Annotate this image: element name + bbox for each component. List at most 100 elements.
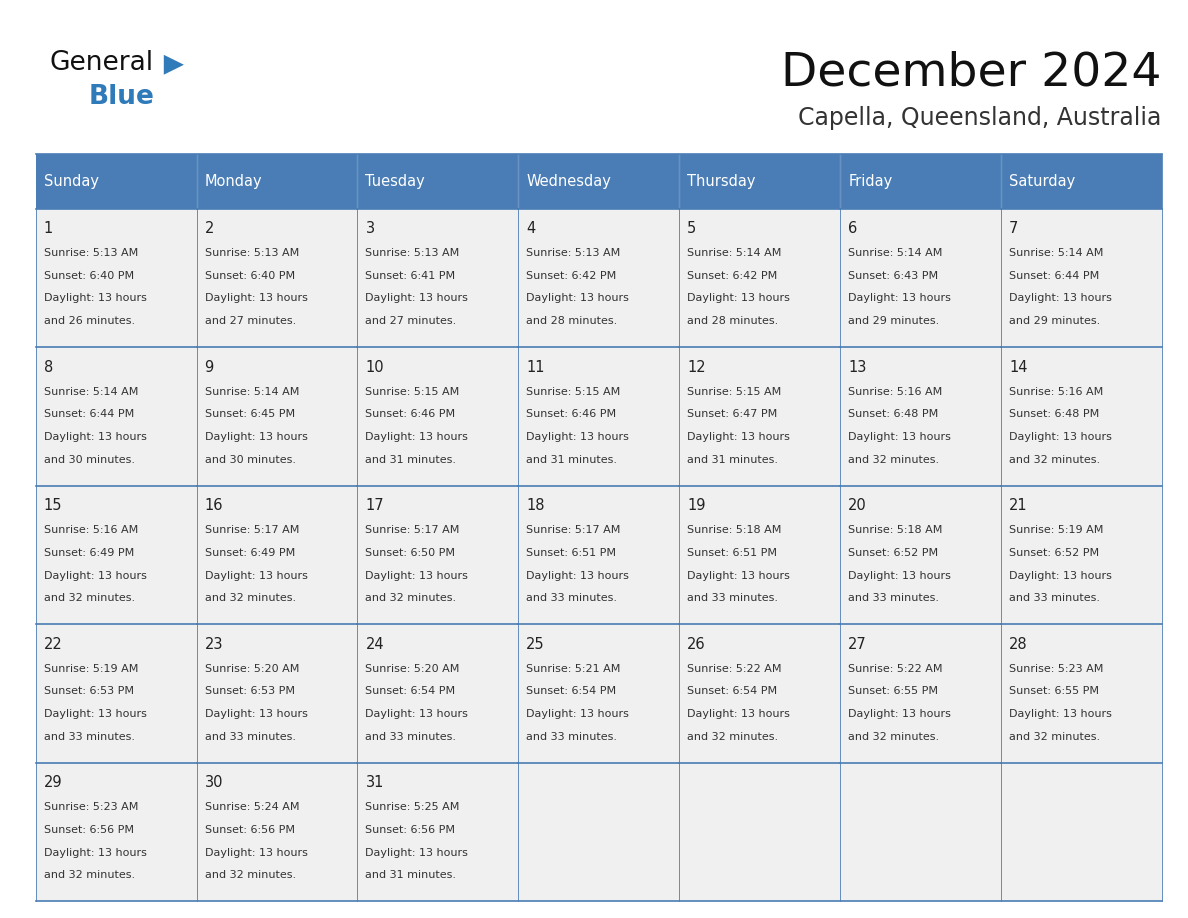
Text: 5: 5 <box>687 221 696 236</box>
Text: Tuesday: Tuesday <box>366 174 425 189</box>
Text: Sunrise: 5:22 AM: Sunrise: 5:22 AM <box>848 664 942 674</box>
Bar <box>196 208 358 347</box>
Text: Sunset: 6:40 PM: Sunset: 6:40 PM <box>204 271 295 281</box>
Text: 1: 1 <box>44 221 53 236</box>
Text: 8: 8 <box>44 360 53 375</box>
Text: Sunset: 6:46 PM: Sunset: 6:46 PM <box>366 409 455 420</box>
Text: Sunset: 6:42 PM: Sunset: 6:42 PM <box>687 271 777 281</box>
Text: 2: 2 <box>204 221 214 236</box>
Text: Daylight: 13 hours: Daylight: 13 hours <box>204 847 308 857</box>
Bar <box>518 486 680 624</box>
Text: and 31 minutes.: and 31 minutes. <box>526 454 618 465</box>
Text: Sunset: 6:47 PM: Sunset: 6:47 PM <box>687 409 777 420</box>
Bar <box>680 763 840 901</box>
Text: 4: 4 <box>526 221 536 236</box>
Bar <box>680 347 840 486</box>
Text: Sunset: 6:56 PM: Sunset: 6:56 PM <box>204 825 295 835</box>
Text: Capella, Queensland, Australia: Capella, Queensland, Australia <box>798 106 1162 129</box>
Text: Daylight: 13 hours: Daylight: 13 hours <box>366 432 468 442</box>
Text: 3: 3 <box>366 221 374 236</box>
Bar <box>196 486 358 624</box>
Text: Sunset: 6:55 PM: Sunset: 6:55 PM <box>848 687 939 697</box>
Text: 23: 23 <box>204 637 223 652</box>
Text: Sunrise: 5:24 AM: Sunrise: 5:24 AM <box>204 802 299 812</box>
Text: 20: 20 <box>848 498 867 513</box>
Text: and 27 minutes.: and 27 minutes. <box>204 316 296 326</box>
Text: Daylight: 13 hours: Daylight: 13 hours <box>366 570 468 580</box>
Text: and 30 minutes.: and 30 minutes. <box>44 454 134 465</box>
Bar <box>196 624 358 763</box>
Text: Sunrise: 5:18 AM: Sunrise: 5:18 AM <box>848 525 942 535</box>
Text: Sunset: 6:54 PM: Sunset: 6:54 PM <box>526 687 617 697</box>
Bar <box>840 763 1001 901</box>
Text: Daylight: 13 hours: Daylight: 13 hours <box>204 294 308 304</box>
Text: Daylight: 13 hours: Daylight: 13 hours <box>848 570 952 580</box>
Text: Daylight: 13 hours: Daylight: 13 hours <box>687 570 790 580</box>
Bar <box>840 624 1001 763</box>
Text: Sunrise: 5:13 AM: Sunrise: 5:13 AM <box>366 248 460 258</box>
Text: Sunrise: 5:23 AM: Sunrise: 5:23 AM <box>44 802 138 812</box>
Text: Sunset: 6:53 PM: Sunset: 6:53 PM <box>44 687 134 697</box>
Text: Sunrise: 5:21 AM: Sunrise: 5:21 AM <box>526 664 620 674</box>
Bar <box>1001 763 1162 901</box>
Bar <box>36 486 196 624</box>
Bar <box>1001 347 1162 486</box>
Text: Sunset: 6:40 PM: Sunset: 6:40 PM <box>44 271 134 281</box>
Text: Sunset: 6:48 PM: Sunset: 6:48 PM <box>1009 409 1099 420</box>
Text: Daylight: 13 hours: Daylight: 13 hours <box>366 847 468 857</box>
Text: Daylight: 13 hours: Daylight: 13 hours <box>366 294 468 304</box>
Text: and 28 minutes.: and 28 minutes. <box>687 316 778 326</box>
Bar <box>36 347 196 486</box>
Text: Daylight: 13 hours: Daylight: 13 hours <box>1009 570 1112 580</box>
Bar <box>1001 486 1162 624</box>
Text: and 33 minutes.: and 33 minutes. <box>526 593 618 603</box>
Text: Daylight: 13 hours: Daylight: 13 hours <box>204 432 308 442</box>
Text: 7: 7 <box>1009 221 1018 236</box>
Text: and 27 minutes.: and 27 minutes. <box>366 316 456 326</box>
Text: 15: 15 <box>44 498 62 513</box>
Bar <box>1001 154 1162 208</box>
Text: Daylight: 13 hours: Daylight: 13 hours <box>44 709 146 719</box>
Text: Daylight: 13 hours: Daylight: 13 hours <box>366 709 468 719</box>
Text: 28: 28 <box>1009 637 1028 652</box>
Text: Sunset: 6:55 PM: Sunset: 6:55 PM <box>1009 687 1099 697</box>
Text: Sunset: 6:54 PM: Sunset: 6:54 PM <box>366 687 455 697</box>
Text: Sunrise: 5:17 AM: Sunrise: 5:17 AM <box>204 525 299 535</box>
Text: Sunset: 6:44 PM: Sunset: 6:44 PM <box>44 409 134 420</box>
Text: Sunrise: 5:14 AM: Sunrise: 5:14 AM <box>848 248 942 258</box>
Text: Friday: Friday <box>848 174 892 189</box>
Text: 17: 17 <box>366 498 384 513</box>
Bar <box>518 347 680 486</box>
Bar <box>358 624 518 763</box>
Text: Sunrise: 5:14 AM: Sunrise: 5:14 AM <box>687 248 782 258</box>
Text: Daylight: 13 hours: Daylight: 13 hours <box>848 294 952 304</box>
Text: Sunset: 6:52 PM: Sunset: 6:52 PM <box>1009 548 1099 558</box>
Text: Daylight: 13 hours: Daylight: 13 hours <box>687 709 790 719</box>
Text: Sunset: 6:42 PM: Sunset: 6:42 PM <box>526 271 617 281</box>
Text: Saturday: Saturday <box>1009 174 1075 189</box>
Text: Sunset: 6:43 PM: Sunset: 6:43 PM <box>848 271 939 281</box>
Text: and 33 minutes.: and 33 minutes. <box>848 593 940 603</box>
Text: 18: 18 <box>526 498 545 513</box>
Text: Sunrise: 5:20 AM: Sunrise: 5:20 AM <box>204 664 299 674</box>
Text: and 33 minutes.: and 33 minutes. <box>204 732 296 742</box>
Text: Sunrise: 5:18 AM: Sunrise: 5:18 AM <box>687 525 782 535</box>
Text: and 32 minutes.: and 32 minutes. <box>1009 454 1100 465</box>
Text: 22: 22 <box>44 637 63 652</box>
Text: Sunrise: 5:13 AM: Sunrise: 5:13 AM <box>204 248 299 258</box>
Text: Sunrise: 5:13 AM: Sunrise: 5:13 AM <box>526 248 620 258</box>
Text: Thursday: Thursday <box>687 174 756 189</box>
Text: Sunset: 6:46 PM: Sunset: 6:46 PM <box>526 409 617 420</box>
Text: 29: 29 <box>44 776 62 790</box>
Text: and 33 minutes.: and 33 minutes. <box>366 732 456 742</box>
Text: Daylight: 13 hours: Daylight: 13 hours <box>44 570 146 580</box>
Text: Sunset: 6:53 PM: Sunset: 6:53 PM <box>204 687 295 697</box>
Text: Sunset: 6:54 PM: Sunset: 6:54 PM <box>687 687 777 697</box>
Text: 24: 24 <box>366 637 384 652</box>
Text: Sunset: 6:51 PM: Sunset: 6:51 PM <box>526 548 617 558</box>
Text: and 33 minutes.: and 33 minutes. <box>687 593 778 603</box>
Text: 14: 14 <box>1009 360 1028 375</box>
Text: Daylight: 13 hours: Daylight: 13 hours <box>204 570 308 580</box>
Text: Daylight: 13 hours: Daylight: 13 hours <box>1009 294 1112 304</box>
Text: and 29 minutes.: and 29 minutes. <box>1009 316 1100 326</box>
